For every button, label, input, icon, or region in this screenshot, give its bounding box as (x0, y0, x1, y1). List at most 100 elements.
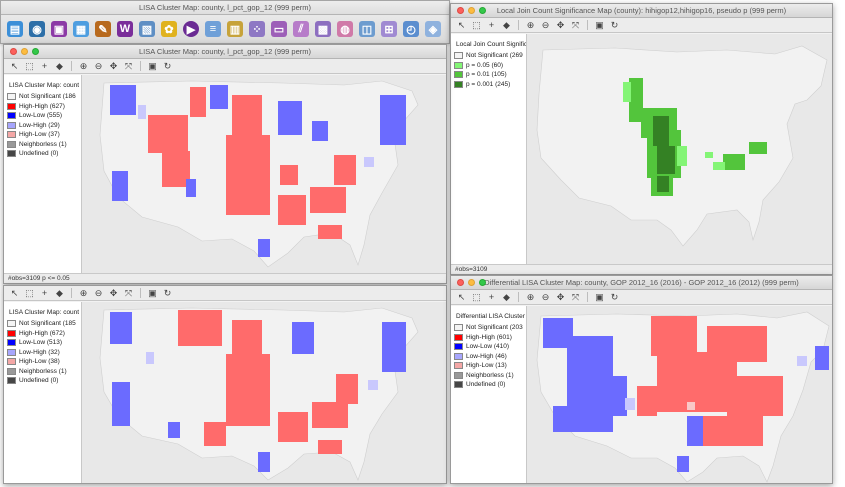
refresh-icon[interactable]: ↻ (610, 291, 619, 302)
zoom-button[interactable] (479, 7, 486, 14)
legend-icon[interactable]: ≡ (205, 21, 221, 37)
zoom-out-icon[interactable]: ⊖ (94, 60, 103, 71)
legend-swatch (454, 352, 463, 360)
3d-icon[interactable]: ◫ (359, 21, 375, 37)
matrix-icon[interactable]: ▩ (315, 21, 331, 37)
table-icon[interactable]: ▦ (73, 21, 89, 37)
legend-item[interactable]: Low-Low (555) (7, 111, 78, 121)
minimize-button[interactable] (21, 48, 28, 55)
pan-icon[interactable]: ✥ (556, 291, 565, 302)
legend-item[interactable]: Low-Low (513) (7, 338, 78, 348)
pan-icon[interactable]: ✥ (109, 287, 118, 298)
legend-item[interactable]: Low-Low (410) (454, 342, 523, 352)
zoom-button[interactable] (32, 48, 39, 55)
legend-item[interactable]: Not Significant (185 (7, 319, 78, 329)
fit-icon[interactable]: ⤧ (124, 287, 133, 298)
zoom-in-icon[interactable]: ⊕ (79, 60, 88, 71)
close-button[interactable] (10, 48, 17, 55)
legend-item[interactable]: Undefined (0) (454, 380, 523, 390)
minimize-button[interactable] (468, 279, 475, 286)
close-button[interactable] (457, 279, 464, 286)
fit-icon[interactable]: ⤧ (124, 60, 133, 71)
open-folder-icon[interactable]: ▤ (7, 21, 23, 37)
copy-icon[interactable]: ▣ (148, 60, 157, 71)
copy-icon[interactable]: ▣ (595, 19, 604, 30)
map-canvas[interactable] (527, 306, 832, 483)
zoom-out-icon[interactable]: ⊖ (541, 19, 550, 30)
legend-item[interactable]: High-High (601) (454, 333, 523, 343)
scatter-icon[interactable]: ⁘ (249, 21, 265, 37)
legend-item[interactable]: High-High (672) (7, 329, 78, 339)
zoom-in-icon[interactable]: ⊕ (526, 19, 535, 30)
moran-icon[interactable]: ⊞ (381, 21, 397, 37)
legend-item[interactable]: p = 0.01 (105) (454, 70, 523, 80)
legend-item-label: Low-High (29) (19, 121, 60, 129)
cluster-icon[interactable]: ✿ (161, 21, 177, 37)
map-canvas[interactable] (527, 34, 832, 264)
add-icon[interactable]: + (41, 287, 48, 298)
legend-item[interactable]: Not Significant (203 (454, 323, 523, 333)
legend-item[interactable]: Low-High (29) (7, 121, 78, 131)
select-tool-icon[interactable]: ⬚ (25, 287, 34, 298)
legend-item[interactable]: Neighborless (1) (7, 367, 78, 377)
close-button[interactable] (457, 7, 464, 14)
layers-icon[interactable]: ◆ (503, 291, 510, 302)
select-tool-icon[interactable]: ⬚ (472, 19, 481, 30)
map-icon[interactable]: ▧ (139, 21, 155, 37)
add-icon[interactable]: + (41, 60, 48, 71)
parallel-icon[interactable]: ⫽ (293, 21, 309, 37)
zoom-out-icon[interactable]: ⊖ (541, 291, 550, 302)
zoom-in-icon[interactable]: ⊕ (526, 291, 535, 302)
refresh-icon[interactable]: ↻ (163, 287, 172, 298)
layers-icon[interactable]: ◆ (56, 60, 63, 71)
legend-item[interactable]: High-Low (37) (7, 130, 78, 140)
select-tool-icon[interactable]: ⬚ (472, 291, 481, 302)
legend-item[interactable]: Undefined (0) (7, 149, 78, 159)
copy-icon[interactable]: ▣ (148, 287, 157, 298)
zoom-in-icon[interactable]: ⊕ (79, 287, 88, 298)
legend-item[interactable]: High-High (627) (7, 102, 78, 112)
add-icon[interactable]: + (488, 19, 495, 30)
zoom-button[interactable] (479, 279, 486, 286)
zoom-out-icon[interactable]: ⊖ (94, 287, 103, 298)
select-tool-icon[interactable]: ⬚ (25, 60, 34, 71)
legend-item[interactable]: High-Low (13) (454, 361, 523, 371)
legend-item[interactable]: p = 0.001 (245) (454, 80, 523, 90)
tools-icon[interactable]: ✎ (95, 21, 111, 37)
save-icon[interactable]: ▣ (51, 21, 67, 37)
copy-icon[interactable]: ▣ (595, 291, 604, 302)
play-icon[interactable]: ▶ (183, 21, 199, 37)
select-arrow-icon[interactable]: ↖ (10, 287, 19, 298)
legend-item[interactable]: Not Significant (186 (7, 92, 78, 102)
pan-icon[interactable]: ✥ (556, 19, 565, 30)
legend-item[interactable]: Low-High (32) (7, 348, 78, 358)
pan-icon[interactable]: ✥ (109, 60, 118, 71)
weights-icon[interactable]: W (117, 21, 133, 37)
fit-icon[interactable]: ⤧ (571, 19, 580, 30)
map-canvas[interactable] (82, 302, 446, 483)
bubble-icon[interactable]: ◍ (337, 21, 353, 37)
select-arrow-icon[interactable]: ↖ (457, 291, 466, 302)
time-icon[interactable]: ◴ (403, 21, 419, 37)
histogram-icon[interactable]: ▥ (227, 21, 243, 37)
select-arrow-icon[interactable]: ↖ (10, 60, 19, 71)
legend-item[interactable]: Undefined (0) (7, 376, 78, 386)
refresh-icon[interactable]: ↻ (610, 19, 619, 30)
fit-icon[interactable]: ⤧ (571, 291, 580, 302)
legend-item[interactable]: High-Low (38) (7, 357, 78, 367)
legend-item[interactable]: Neighborless (1) (7, 140, 78, 150)
add-icon[interactable]: + (488, 291, 495, 302)
legend-item[interactable]: Low-High (46) (454, 352, 523, 362)
database-icon[interactable]: ◉ (29, 21, 45, 37)
legend-item[interactable]: Not Significant (269 (454, 51, 523, 61)
map-canvas[interactable] (82, 75, 446, 273)
legend-item[interactable]: Neighborless (1) (454, 371, 523, 381)
lisa-icon[interactable]: ◈ (425, 21, 441, 37)
layers-icon[interactable]: ◆ (56, 287, 63, 298)
boxplot-icon[interactable]: ▭ (271, 21, 287, 37)
select-arrow-icon[interactable]: ↖ (457, 19, 466, 30)
refresh-icon[interactable]: ↻ (163, 60, 172, 71)
layers-icon[interactable]: ◆ (503, 19, 510, 30)
legend-item[interactable]: p = 0.05 (60) (454, 61, 523, 71)
minimize-button[interactable] (468, 7, 475, 14)
